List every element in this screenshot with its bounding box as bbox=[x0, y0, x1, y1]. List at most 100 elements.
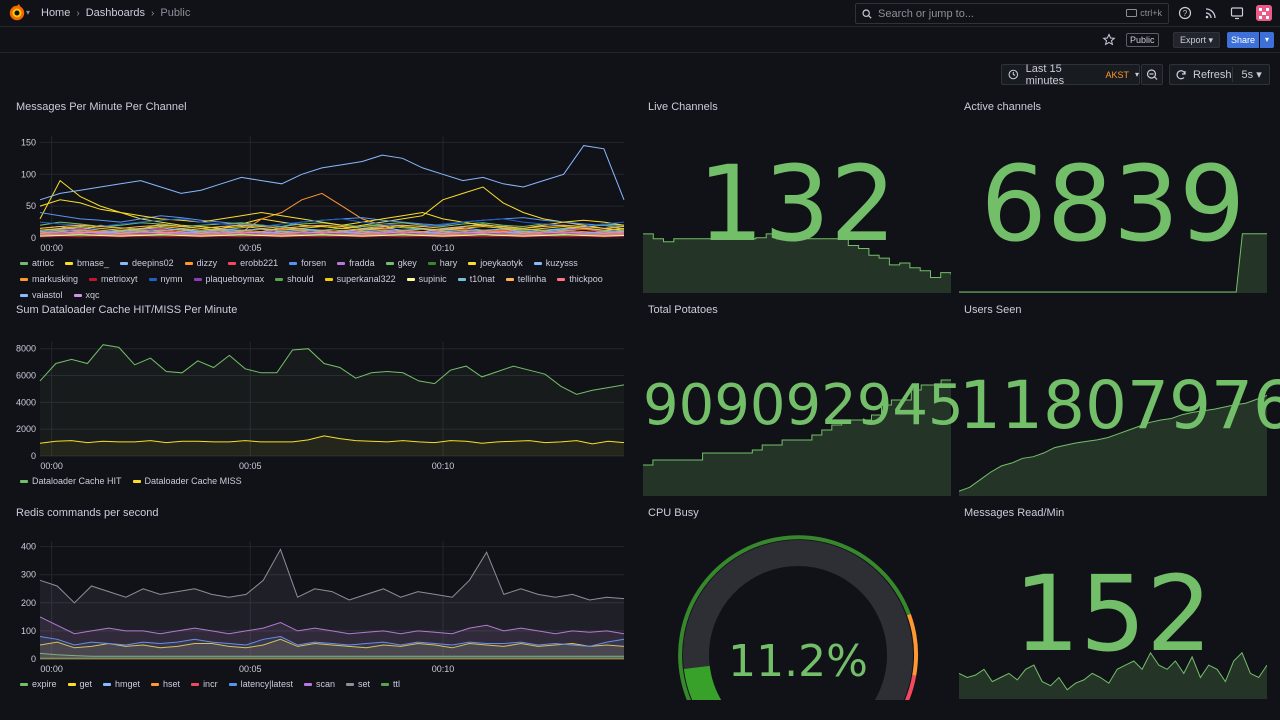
legend-item-metrioxyt[interactable]: metrioxyt bbox=[89, 274, 138, 284]
share-dropdown-icon[interactable]: ▾ bbox=[1260, 32, 1274, 48]
legend-item-get[interactable]: get bbox=[67, 679, 92, 689]
legend-label: dizzy bbox=[196, 258, 218, 268]
panel-title-total-potatoes[interactable]: Total Potatoes bbox=[648, 304, 718, 316]
grafana-logo-icon[interactable] bbox=[8, 4, 26, 22]
series-line-markusking bbox=[39, 229, 625, 234]
sparkline-line bbox=[643, 379, 951, 466]
legend-item-vaiastol[interactable]: vaiastol bbox=[20, 290, 63, 300]
legend-item-kuzysss[interactable]: kuzysss bbox=[533, 258, 578, 268]
legend-label: thickpoo bbox=[569, 274, 603, 284]
legend-item-nymn[interactable]: nymn bbox=[148, 274, 183, 284]
panel-title-messages-read[interactable]: Messages Read/Min bbox=[964, 507, 1065, 519]
legend-item-incr[interactable]: incr bbox=[191, 679, 218, 689]
series-line-dataloader-cache-hit bbox=[39, 344, 625, 395]
sparkline-area bbox=[643, 380, 951, 496]
legend-swatch bbox=[20, 293, 28, 297]
legend-swatch bbox=[275, 277, 284, 281]
star-icon[interactable] bbox=[1102, 33, 1116, 47]
legend-label: expire bbox=[32, 679, 57, 689]
active-channels-sparkline bbox=[959, 233, 1267, 293]
export-button[interactable]: Export ▾ bbox=[1173, 32, 1221, 48]
legend-item-expire[interactable]: expire bbox=[20, 679, 57, 689]
legend-item-xqc[interactable]: xqc bbox=[73, 290, 100, 300]
legend-item-thickpoo[interactable]: thickpoo bbox=[557, 274, 603, 284]
panel-title-active-channels[interactable]: Active channels bbox=[964, 101, 1042, 113]
legend-item-supinic[interactable]: supinic bbox=[406, 274, 447, 284]
x-tick-label: 00:05 bbox=[239, 461, 262, 471]
breadcrumb-dashboards[interactable]: Dashboards bbox=[85, 7, 146, 19]
help-icon[interactable]: ? bbox=[1178, 6, 1192, 20]
panel-title-redis[interactable]: Redis commands per second bbox=[16, 507, 159, 519]
legend-item-should[interactable]: should bbox=[275, 274, 314, 284]
legend-item-latency-latest[interactable]: latency|latest bbox=[228, 679, 293, 689]
legend-item-dataloader-cache-miss[interactable]: Dataloader Cache MISS bbox=[132, 476, 242, 486]
messages-per-minute-chart[interactable]: 0 50 100 150 00:00 00:05 00:10 bbox=[14, 130, 628, 254]
refresh-button[interactable]: Refresh 5s ▾ bbox=[1169, 64, 1270, 85]
kiosk-mode-icon[interactable] bbox=[1230, 6, 1244, 20]
legend-swatch bbox=[385, 261, 394, 265]
y-tick-label: 150 bbox=[21, 137, 36, 147]
legend-item-gkey[interactable]: gkey bbox=[385, 258, 417, 268]
legend-item-joeykaotyk[interactable]: joeykaotyk bbox=[468, 258, 523, 268]
refresh-interval-picker[interactable]: 5s ▾ bbox=[1241, 69, 1262, 81]
rss-news-icon[interactable] bbox=[1204, 6, 1218, 20]
legend-label: scan bbox=[315, 679, 335, 689]
y-tick-label: 100 bbox=[21, 169, 36, 179]
legend-item-scan[interactable]: scan bbox=[303, 679, 335, 689]
x-tick-label: 00:10 bbox=[432, 243, 455, 253]
legend-item-set[interactable]: set bbox=[345, 679, 370, 689]
legend-swatch bbox=[324, 277, 333, 281]
legend-item-deepins02[interactable]: deepins02 bbox=[120, 258, 174, 268]
legend-item-superkanal322[interactable]: superkanal322 bbox=[324, 274, 396, 284]
panel-title-dataloader[interactable]: Sum Dataloader Cache HIT/MISS Per Minute bbox=[16, 304, 238, 316]
legend-label: hary bbox=[439, 258, 458, 268]
legend-label: xqc bbox=[85, 290, 100, 300]
redis-commands-chart[interactable]: 0 100 200 300 400 00:00 00:05 00:10 bbox=[14, 535, 628, 675]
legend-item-hset[interactable]: hset bbox=[151, 679, 180, 689]
x-tick-label: 00:05 bbox=[239, 664, 262, 674]
legend-item-plaqueboymax[interactable]: plaqueboymax bbox=[193, 274, 264, 284]
time-range-picker[interactable]: Last 15 minutes AKST ▾ bbox=[1001, 63, 1140, 87]
series-line-xqc bbox=[39, 231, 625, 235]
legend-item-dizzy[interactable]: dizzy bbox=[184, 258, 218, 268]
sparkline-area bbox=[643, 233, 951, 293]
legend-item-atrioc[interactable]: atrioc bbox=[20, 258, 54, 268]
zoom-out-button[interactable] bbox=[1141, 64, 1163, 85]
legend-item-ttl[interactable]: ttl bbox=[380, 679, 400, 689]
series-line-scan bbox=[39, 616, 625, 635]
legend-item-dataloader-cache-hit[interactable]: Dataloader Cache HIT bbox=[20, 476, 122, 486]
legend-item-markusking[interactable]: markusking bbox=[20, 274, 78, 284]
user-avatar[interactable] bbox=[1256, 5, 1272, 21]
legend-item-tellinha[interactable]: tellinha bbox=[505, 274, 546, 284]
series-area-latency-latest bbox=[40, 636, 624, 659]
series-area-set bbox=[40, 549, 624, 659]
legend-swatch bbox=[303, 682, 312, 686]
series-area-scan bbox=[40, 616, 624, 659]
sparkline-area bbox=[959, 652, 1267, 699]
legend-item-hary[interactable]: hary bbox=[427, 258, 458, 268]
breadcrumb-home[interactable]: Home bbox=[41, 7, 71, 19]
legend-label: t10nat bbox=[469, 274, 495, 284]
y-tick-label: 200 bbox=[21, 598, 36, 608]
panel-title-users-seen[interactable]: Users Seen bbox=[964, 304, 1022, 316]
legend-item-bmase[interactable]: bmase_ bbox=[65, 258, 109, 268]
panel-title-cpu-busy[interactable]: CPU Busy bbox=[648, 507, 699, 519]
legend-label: supinic bbox=[418, 274, 447, 284]
share-button[interactable]: Share bbox=[1227, 32, 1259, 48]
zoom-out-icon bbox=[1146, 69, 1158, 80]
legend-item-hmget[interactable]: hmget bbox=[103, 679, 140, 689]
logo-dropdown-icon[interactable]: ▾ bbox=[26, 8, 31, 17]
panel-title-messages[interactable]: Messages Per Minute Per Channel bbox=[16, 101, 187, 113]
legend-item-erobb221[interactable]: erobb221 bbox=[228, 258, 278, 268]
cpu-busy-gauge bbox=[678, 535, 918, 700]
dataloader-cache-chart[interactable]: 0 2000 4000 6000 8000 00:00 00:05 00:10 bbox=[14, 336, 628, 472]
legend-item-fradda[interactable]: fradda bbox=[337, 258, 375, 268]
refresh-label: Refresh bbox=[1193, 68, 1232, 81]
live-channels-sparkline bbox=[643, 233, 951, 293]
legend-item-t10nat[interactable]: t10nat bbox=[457, 274, 495, 284]
legend-item-forsen[interactable]: forsen bbox=[289, 258, 326, 268]
search-input[interactable]: Search or jump to... ctrl+k bbox=[855, 3, 1169, 24]
legend-label: hset bbox=[163, 679, 181, 689]
panel-title-live-channels[interactable]: Live Channels bbox=[648, 101, 718, 113]
series-line-tellinha bbox=[39, 224, 625, 229]
